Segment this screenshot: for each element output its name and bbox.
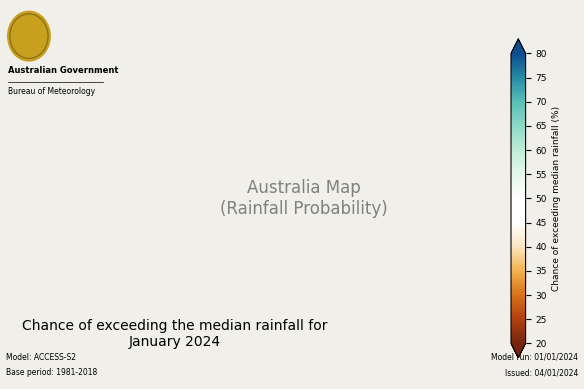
PathPatch shape [511, 39, 526, 53]
Y-axis label: Chance of exceeding median rainfall (%): Chance of exceeding median rainfall (%) [552, 106, 561, 291]
Text: Base period: 1981-2018: Base period: 1981-2018 [6, 368, 97, 377]
Text: Chance of exceeding the median rainfall for
January 2024: Chance of exceeding the median rainfall … [22, 319, 328, 349]
PathPatch shape [511, 343, 526, 358]
Text: Issued: 04/01/2024: Issued: 04/01/2024 [505, 368, 578, 377]
Text: Australia Map
(Rainfall Probability): Australia Map (Rainfall Probability) [220, 179, 388, 218]
Circle shape [8, 11, 50, 61]
Text: Model run: 01/01/2024: Model run: 01/01/2024 [491, 353, 578, 362]
Text: Bureau of Meteorology: Bureau of Meteorology [8, 88, 95, 96]
Text: Model: ACCESS-S2: Model: ACCESS-S2 [6, 353, 76, 362]
Text: Australian Government: Australian Government [8, 67, 118, 75]
